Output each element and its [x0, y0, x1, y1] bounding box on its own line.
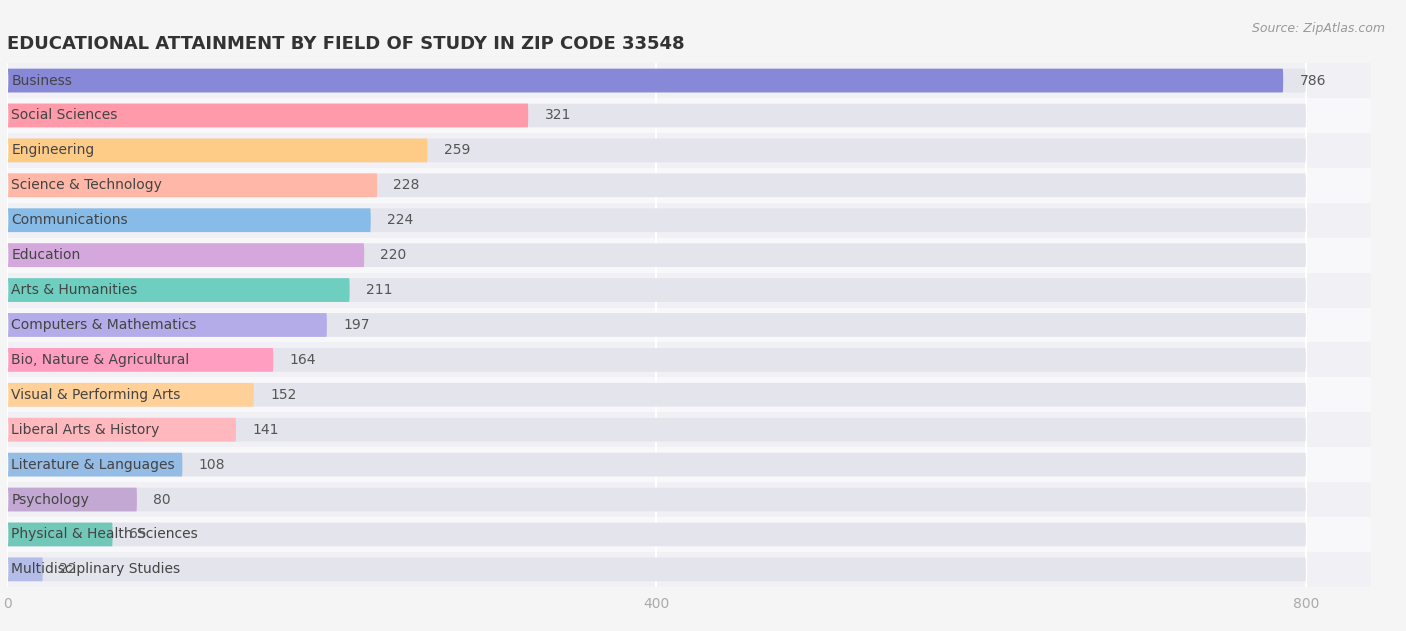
Text: Business: Business [11, 74, 72, 88]
FancyBboxPatch shape [7, 453, 183, 476]
FancyBboxPatch shape [7, 348, 273, 372]
Bar [0, 203, 1406, 238]
Text: 220: 220 [381, 248, 406, 262]
FancyBboxPatch shape [7, 69, 1284, 92]
FancyBboxPatch shape [7, 139, 427, 162]
FancyBboxPatch shape [7, 244, 1306, 267]
Text: 224: 224 [387, 213, 413, 227]
Bar [0, 482, 1406, 517]
FancyBboxPatch shape [7, 139, 1306, 162]
FancyBboxPatch shape [7, 522, 1306, 546]
Text: Education: Education [11, 248, 80, 262]
FancyBboxPatch shape [7, 348, 1306, 372]
Text: Physical & Health Sciences: Physical & Health Sciences [11, 528, 198, 541]
FancyBboxPatch shape [7, 174, 377, 197]
Text: Psychology: Psychology [11, 493, 89, 507]
Text: Multidisciplinary Studies: Multidisciplinary Studies [11, 562, 180, 576]
FancyBboxPatch shape [7, 69, 1306, 92]
FancyBboxPatch shape [7, 208, 1306, 232]
FancyBboxPatch shape [7, 488, 1306, 511]
FancyBboxPatch shape [7, 313, 1306, 337]
Text: 211: 211 [366, 283, 392, 297]
Bar [0, 168, 1406, 203]
Text: Liberal Arts & History: Liberal Arts & History [11, 423, 160, 437]
Text: 197: 197 [343, 318, 370, 332]
FancyBboxPatch shape [7, 453, 1306, 476]
Bar [0, 133, 1406, 168]
Bar [0, 447, 1406, 482]
Text: 141: 141 [252, 423, 278, 437]
Text: Social Sciences: Social Sciences [11, 109, 118, 122]
FancyBboxPatch shape [7, 278, 350, 302]
Text: Visual & Performing Arts: Visual & Performing Arts [11, 388, 180, 402]
Bar [0, 307, 1406, 343]
FancyBboxPatch shape [7, 418, 236, 442]
Bar [0, 98, 1406, 133]
Text: Engineering: Engineering [11, 143, 94, 157]
Text: 228: 228 [394, 179, 420, 192]
Bar [0, 343, 1406, 377]
FancyBboxPatch shape [7, 558, 1306, 581]
FancyBboxPatch shape [7, 103, 1306, 127]
FancyBboxPatch shape [7, 208, 371, 232]
FancyBboxPatch shape [7, 313, 326, 337]
Text: Computers & Mathematics: Computers & Mathematics [11, 318, 197, 332]
FancyBboxPatch shape [7, 522, 112, 546]
Text: EDUCATIONAL ATTAINMENT BY FIELD OF STUDY IN ZIP CODE 33548: EDUCATIONAL ATTAINMENT BY FIELD OF STUDY… [7, 35, 685, 53]
FancyBboxPatch shape [7, 244, 364, 267]
Bar [0, 273, 1406, 307]
FancyBboxPatch shape [7, 103, 529, 127]
Text: 259: 259 [444, 143, 470, 157]
Text: 65: 65 [129, 528, 146, 541]
FancyBboxPatch shape [7, 418, 1306, 442]
Bar [0, 238, 1406, 273]
FancyBboxPatch shape [7, 558, 42, 581]
Text: 152: 152 [270, 388, 297, 402]
FancyBboxPatch shape [7, 488, 136, 511]
Bar [0, 552, 1406, 587]
Text: 164: 164 [290, 353, 316, 367]
Bar [0, 517, 1406, 552]
Text: Science & Technology: Science & Technology [11, 179, 162, 192]
Text: Source: ZipAtlas.com: Source: ZipAtlas.com [1251, 22, 1385, 35]
Bar [0, 377, 1406, 412]
Text: Arts & Humanities: Arts & Humanities [11, 283, 138, 297]
Text: Communications: Communications [11, 213, 128, 227]
FancyBboxPatch shape [7, 383, 254, 406]
Text: 321: 321 [544, 109, 571, 122]
FancyBboxPatch shape [7, 174, 1306, 197]
Bar [0, 63, 1406, 98]
Text: Bio, Nature & Agricultural: Bio, Nature & Agricultural [11, 353, 190, 367]
Text: 22: 22 [59, 562, 76, 576]
Text: 80: 80 [153, 493, 170, 507]
FancyBboxPatch shape [7, 278, 1306, 302]
Text: Literature & Languages: Literature & Languages [11, 457, 174, 471]
FancyBboxPatch shape [7, 383, 1306, 406]
Bar [0, 412, 1406, 447]
Text: 108: 108 [198, 457, 225, 471]
Text: 786: 786 [1299, 74, 1326, 88]
